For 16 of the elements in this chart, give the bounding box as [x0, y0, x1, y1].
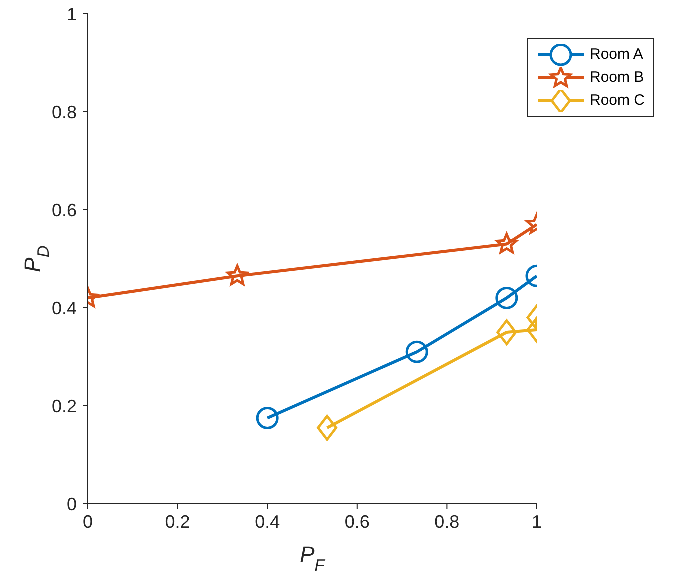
y-tick-label: 0.2 [52, 396, 77, 416]
x-tick-label: 0.2 [165, 512, 190, 532]
legend-label: Room C [590, 92, 645, 109]
legend-label: Room A [590, 46, 644, 63]
x-tick-label: 1 [532, 512, 542, 532]
x-tick-label: 0 [82, 512, 94, 532]
y-tick-label: 0.4 [52, 298, 77, 318]
y-tick-label: 0 [66, 494, 77, 514]
x-tick-label: 0.6 [344, 512, 370, 532]
y-tick-label: 0.8 [52, 102, 77, 122]
legend-label: Room B [590, 69, 644, 86]
x-axis-title: P$_{F}$ [300, 542, 326, 575]
x-tick-label: 0.8 [434, 512, 460, 532]
x-tick-label: 0.4 [255, 512, 280, 532]
y-tick-label: 1 [66, 4, 77, 24]
y-tick-label: 0.6 [52, 200, 77, 220]
